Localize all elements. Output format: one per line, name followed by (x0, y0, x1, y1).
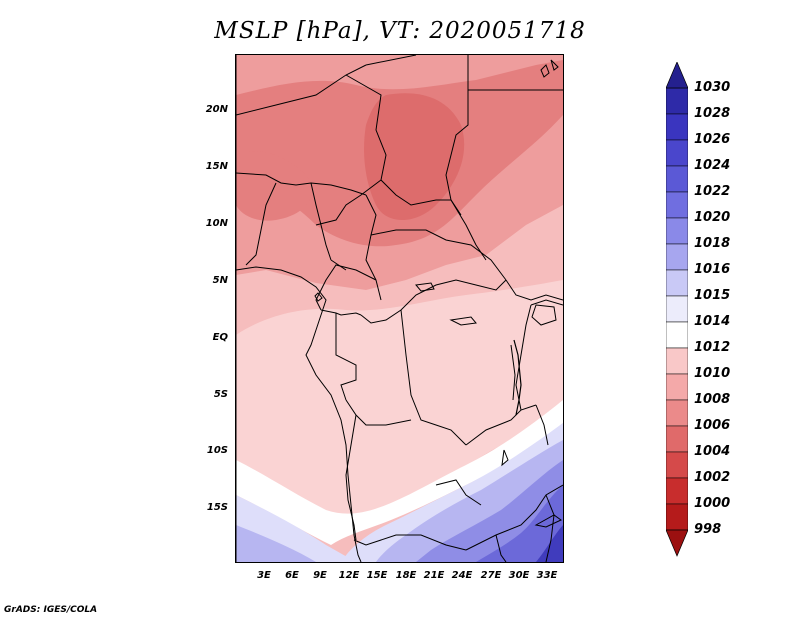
colorbar-cell (666, 399, 688, 427)
colorbar-label: 1014 (694, 314, 731, 329)
lon-label-3e: 3E (257, 570, 271, 581)
grads-credit: GrADS: IGES/COLA (4, 605, 98, 615)
colorbar-top-arrow (666, 62, 688, 89)
lon-label-21e: 21E (423, 570, 445, 581)
field-1011 (236, 280, 563, 540)
colorbar-label: 1018 (694, 236, 731, 251)
lon-label-15e: 15E (366, 570, 388, 581)
lat-label-20n: 20N (205, 104, 228, 115)
colorbar-label: 1006 (694, 418, 731, 433)
colorbar-cell (666, 321, 688, 349)
colorbar-label: 1030 (694, 80, 731, 95)
coastlines-and-lakes (236, 59, 562, 562)
colorbar-label: 1000 (694, 496, 731, 511)
lat-label-10s: 10S (206, 445, 228, 456)
colorbar (666, 62, 688, 557)
pressure-map (235, 54, 564, 563)
colorbar-label: 1004 (694, 444, 731, 459)
colorbar-label: 1010 (694, 366, 731, 381)
colorbar-label: 1016 (694, 262, 731, 277)
colorbar-cell (666, 295, 688, 323)
colorbar-cell (666, 269, 688, 297)
colorbar-label: 1026 (694, 132, 731, 147)
field-1024-se (536, 525, 563, 562)
colorbar-label: 1024 (694, 158, 731, 173)
lat-label-15s: 15S (206, 502, 228, 513)
colorbar-label: 1012 (694, 340, 731, 355)
colorbar-cell (666, 243, 688, 271)
lat-label-eq: EQ (212, 332, 228, 343)
colorbar-bottom-arrow (666, 529, 688, 557)
colorbar-cell (666, 217, 688, 245)
colorbar-cell (666, 425, 688, 453)
colorbar-cell (666, 113, 688, 141)
colorbar-label: 1022 (694, 184, 731, 199)
colorbar-cell (666, 191, 688, 219)
lon-label-27e: 27E (480, 570, 502, 581)
colorbar-cell (666, 373, 688, 401)
colorbar-cell (666, 503, 688, 531)
colorbar-label: 1002 (694, 470, 731, 485)
colorbar-label: 1020 (694, 210, 731, 225)
map-title: MSLP [hPa], VT: 2020051718 (214, 18, 586, 44)
lon-label-9e: 9E (313, 570, 327, 581)
field-1008-west (236, 151, 312, 221)
colorbar-cell (666, 451, 688, 479)
country-borders (236, 55, 563, 562)
lon-label-30e: 30E (508, 570, 530, 581)
lon-label-12e: 12E (338, 570, 360, 581)
lat-label-10n: 10N (205, 218, 228, 229)
lat-label-5n: 5N (212, 275, 228, 286)
lat-label-15n: 15N (205, 161, 228, 172)
lat-label-5s: 5S (213, 389, 228, 400)
field-1020-se (476, 485, 563, 562)
colorbar-cell (666, 477, 688, 505)
colorbar-label: 1015 (694, 288, 731, 303)
pressure-field (236, 55, 563, 562)
colorbar-label: 998 (694, 522, 722, 537)
lon-label-24e: 24E (451, 570, 473, 581)
colorbar-cell (666, 139, 688, 167)
colorbar-label: 1028 (694, 106, 731, 121)
colorbar-cell (666, 87, 688, 115)
colorbar-label: 1008 (694, 392, 731, 407)
lon-label-33e: 33E (536, 570, 558, 581)
field-1016-sw (236, 525, 316, 562)
field-1012 (236, 400, 563, 545)
colorbar-cell (666, 347, 688, 375)
lon-label-6e: 6E (285, 570, 299, 581)
colorbar-cell (666, 165, 688, 193)
lon-label-18e: 18E (395, 570, 417, 581)
colorbar-cells (666, 87, 688, 531)
